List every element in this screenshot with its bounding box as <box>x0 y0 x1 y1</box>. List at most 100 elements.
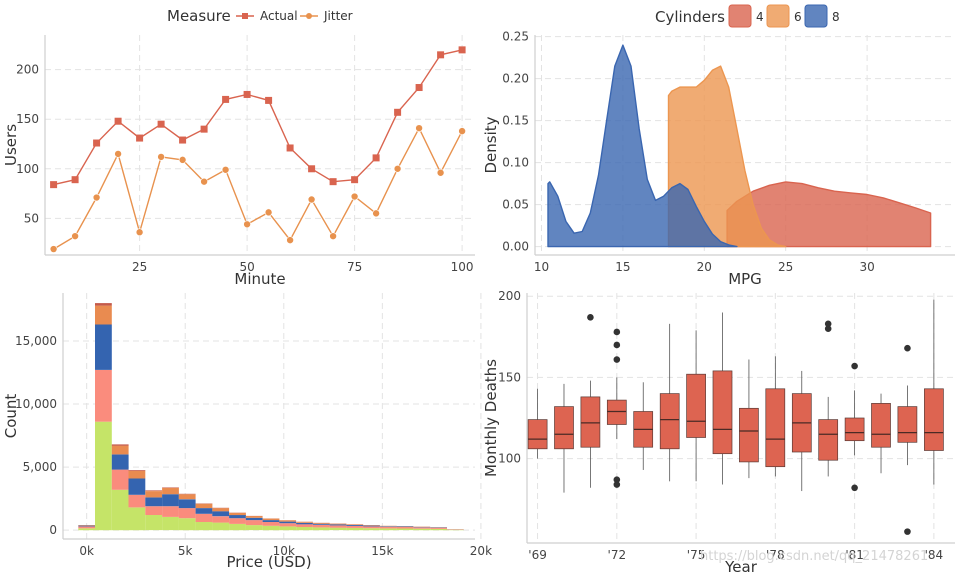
box-outlier <box>614 476 621 483</box>
hist-bar <box>112 444 129 445</box>
data-point <box>222 96 229 103</box>
y-axis-label: Count <box>2 394 20 439</box>
hist-bar <box>212 508 229 511</box>
hist-bar <box>162 487 179 488</box>
box <box>819 420 838 461</box>
hist-bar <box>296 524 313 527</box>
hist-bar <box>196 504 213 508</box>
hist-bar <box>229 518 246 524</box>
watermark: https://blog.csdn.net/qq_21478261 <box>700 549 928 564</box>
box-outlier <box>614 356 621 363</box>
hist-bar <box>263 522 280 526</box>
legend-title: Cylinders <box>655 8 725 26</box>
hist-bar <box>279 520 296 521</box>
hist-bar <box>212 511 229 516</box>
hist-bar <box>363 526 380 528</box>
legend-label: Jitter <box>323 9 353 23</box>
hist-bar <box>196 508 213 514</box>
boxplot-chart-ytick-label: 100 <box>498 452 521 466</box>
boxplot-chart-ytick-label: 200 <box>498 289 521 303</box>
x-axis-label: Price (USD) <box>226 553 311 571</box>
hist-bar <box>145 491 162 497</box>
hist-bar <box>246 516 263 518</box>
density-chart-xtick-label: 30 <box>859 260 874 274</box>
data-point <box>308 196 315 203</box>
data-point <box>459 46 466 53</box>
hist-bar <box>447 530 464 531</box>
data-point <box>265 209 272 216</box>
hist-bar <box>380 527 397 529</box>
density-chart-xtick-label: 25 <box>778 260 793 274</box>
hist-bar <box>346 525 363 526</box>
data-point <box>222 166 229 173</box>
data-point <box>416 84 423 91</box>
hist-bar <box>397 527 414 529</box>
hist-bar <box>196 514 213 522</box>
hist-bar <box>346 524 363 525</box>
density-chart-ytick-label: 0.00 <box>502 240 529 254</box>
histogram-chart-xtick-label: 0k <box>79 544 94 558</box>
hist-bar <box>263 526 280 530</box>
hist-bar <box>179 499 196 508</box>
hist-bar <box>330 525 347 527</box>
histogram-chart-ytick-label: 5,000 <box>23 460 57 474</box>
hist-bar <box>162 488 179 494</box>
data-point <box>287 144 294 151</box>
data-point <box>93 140 100 147</box>
legend-label: Actual <box>260 9 298 23</box>
data-point <box>115 150 122 157</box>
hist-bar <box>95 303 112 306</box>
data-point <box>50 181 57 188</box>
histogram-chart-ytick-label: 15,000 <box>15 334 57 348</box>
hist-bar <box>313 527 330 530</box>
data-point <box>136 229 143 236</box>
box-outlier <box>904 528 911 535</box>
box <box>739 408 758 462</box>
data-point <box>244 221 251 228</box>
density-chart-xtick-label: 20 <box>697 260 712 274</box>
line-chart-xtick-label: 100 <box>451 260 474 274</box>
hist-bar <box>112 455 129 470</box>
y-axis-label: Users <box>2 124 20 166</box>
histogram-chart-ytick-label: 0 <box>49 523 57 537</box>
hist-bar <box>413 527 430 528</box>
density-chart-ytick-label: 0.10 <box>502 156 529 170</box>
box <box>898 407 917 443</box>
hist-bar <box>112 446 129 455</box>
hist-bar <box>330 524 347 525</box>
hist-bar <box>430 529 447 530</box>
hist-bar <box>129 478 146 494</box>
data-point <box>72 233 79 240</box>
hist-bar <box>112 470 129 490</box>
boxplot-chart-xtick-label: '69 <box>528 548 547 562</box>
density-chart-ytick-label: 0.15 <box>502 114 529 128</box>
density-chart-ytick-label: 0.20 <box>502 72 529 86</box>
hist-bar <box>296 522 313 523</box>
data-point <box>416 125 423 132</box>
series-line-jitter <box>54 128 463 249</box>
density-chart-xtick-label: 15 <box>615 260 630 274</box>
data-point <box>179 156 186 163</box>
hist-bar <box>229 515 246 518</box>
hist-bar <box>145 506 162 515</box>
box <box>872 403 891 447</box>
hist-bar <box>246 520 263 525</box>
hist-bar <box>330 524 347 525</box>
box <box>555 407 574 449</box>
hist-bar <box>313 524 330 525</box>
hist-bar <box>296 523 313 524</box>
data-point <box>201 178 208 185</box>
data-point <box>158 121 165 128</box>
hist-bar <box>179 494 196 499</box>
boxplot-chart-xtick-label: '72 <box>608 548 627 562</box>
hist-bar <box>313 523 330 524</box>
box <box>660 394 679 449</box>
data-point <box>394 165 401 172</box>
line-chart-xtick-label: 75 <box>347 260 362 274</box>
